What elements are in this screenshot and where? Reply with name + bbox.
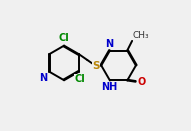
Text: S: S [92,61,100,71]
Text: Cl: Cl [74,74,85,84]
Text: O: O [137,77,145,87]
Text: NH: NH [101,82,117,92]
Text: Cl: Cl [58,33,69,43]
Text: N: N [105,39,113,49]
Text: N: N [39,73,47,83]
Text: CH₃: CH₃ [133,31,149,40]
